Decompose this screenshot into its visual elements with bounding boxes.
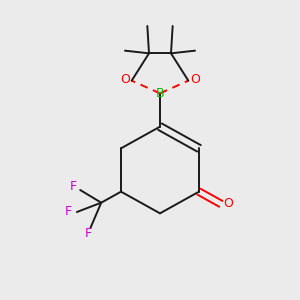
Text: F: F: [65, 205, 72, 218]
Text: O: O: [120, 73, 130, 86]
Text: F: F: [84, 227, 92, 240]
Text: B: B: [156, 87, 164, 100]
Text: O: O: [190, 73, 200, 86]
Text: O: O: [223, 196, 233, 210]
Text: F: F: [69, 180, 76, 193]
